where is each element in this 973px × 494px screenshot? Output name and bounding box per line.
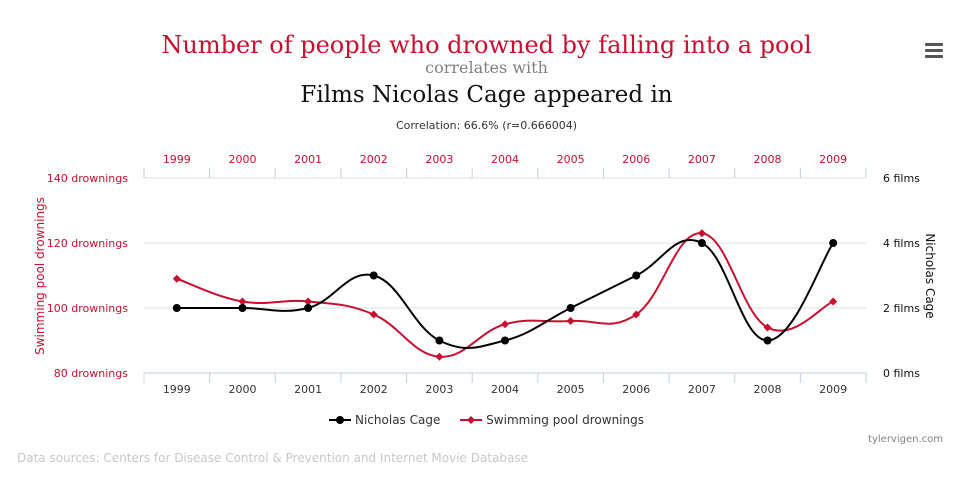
data-point-nicholas-cage: [172, 304, 181, 312]
legend-label-swimming-pool-drownings: Swimming pool drownings: [486, 413, 644, 427]
x-tick-label: 2001: [294, 383, 322, 396]
x-tick-label-top: 2005: [557, 153, 585, 166]
data-point-nicholas-cage: [697, 239, 706, 247]
x-tick-label: 2007: [688, 383, 716, 396]
x-tick-label: 1999: [163, 383, 191, 396]
x-tick-label-top: 2002: [360, 153, 388, 166]
y-tick-label-right: 4 films: [883, 237, 920, 250]
legend-label-nicholas-cage: Nicholas Cage: [355, 413, 441, 427]
y-axis-left-label: Swimming pool drownings: [33, 197, 47, 355]
data-point-swimming-pool-drownings: [566, 317, 575, 325]
x-tick-label: 2000: [228, 383, 256, 396]
y-axis-right: 0 films 2 films 4 films 6 films: [883, 172, 920, 380]
x-tick-label: 2004: [491, 383, 519, 396]
chart-title-secondary: Films Nicolas Cage appeared in: [300, 82, 673, 108]
data-point-nicholas-cage: [435, 336, 444, 345]
data-point-nicholas-cage: [632, 271, 641, 280]
x-tick-label-top: 2007: [688, 153, 716, 166]
x-tick-label-top: 2009: [819, 153, 847, 166]
data-sources-text: Data sources: Centers for Disease Contro…: [17, 451, 528, 465]
x-tick-label: 2008: [754, 383, 782, 396]
hamburger-menu-icon[interactable]: [922, 40, 946, 62]
data-point-swimming-pool-drownings: [369, 310, 378, 319]
x-tick-label-top: 1999: [163, 153, 191, 166]
y-tick-label-right: 0 films: [883, 367, 920, 380]
x-tick-label: 2006: [622, 383, 650, 396]
y-tick-label-left: 80 drownings: [54, 367, 128, 380]
x-tick-label: 2003: [425, 383, 453, 396]
data-point-swimming-pool-drownings: [172, 274, 181, 283]
legend: Nicholas Cage Swimming pool drownings: [0, 413, 973, 428]
grid-lines: [144, 177, 866, 374]
data-point-nicholas-cage: [501, 336, 509, 345]
data-point-swimming-pool-drownings: [829, 297, 838, 306]
y-axis-right-label: Nicholas Cage: [923, 233, 937, 318]
x-tick-label-top: 2001: [294, 153, 322, 166]
correlation-text: Correlation: 66.6% (r=0.666004): [395, 119, 578, 132]
y-tick-label-right: 2 films: [883, 302, 920, 315]
data-point-nicholas-cage: [304, 304, 313, 312]
data-point-nicholas-cage: [829, 239, 838, 247]
x-tick-label-top: 2003: [425, 153, 453, 166]
data-point-swimming-pool-drownings: [697, 229, 706, 238]
x-tick-label: 2009: [819, 383, 847, 396]
series-group: [172, 229, 838, 361]
chart-title: Number of people who drowned by falling …: [161, 31, 812, 59]
legend-item-nicholas-cage[interactable]: Nicholas Cage: [329, 413, 440, 427]
data-point-swimming-pool-drownings: [763, 323, 772, 332]
data-point-swimming-pool-drownings: [632, 310, 641, 319]
data-point-nicholas-cage: [369, 271, 378, 280]
data-point-swimming-pool-drownings: [304, 297, 313, 306]
x-tick-label-top: 2006: [622, 153, 650, 166]
x-tick-label-top: 2004: [491, 153, 519, 166]
data-point-swimming-pool-drownings: [238, 297, 247, 306]
data-point-swimming-pool-drownings: [435, 352, 444, 361]
series-line-nicholas-cage: [176, 239, 835, 349]
line-chart: 1999 2000 2001 2002 2003 2004 2005 2006 2007 2008…: [33, 153, 937, 396]
legend-item-swimming-pool-drownings[interactable]: Swimming pool drownings: [460, 413, 644, 427]
x-tick-label: 2002: [360, 383, 388, 396]
y-tick-label-left: 100 drownings: [47, 302, 128, 315]
y-tick-label-right: 6 films: [883, 172, 920, 185]
credits-link[interactable]: tylervigen.com: [868, 434, 943, 445]
legend-marker-diamond-icon: [460, 416, 483, 424]
x-tick-label-top: 2000: [228, 153, 256, 166]
data-point-nicholas-cage: [566, 304, 575, 312]
x-tick-label-top: 2008: [754, 153, 782, 166]
x-axis-bottom: 1999 2000 2001 2002 2003 2004 2005 2006 2007 2008…: [143, 373, 867, 396]
data-point-nicholas-cage: [763, 336, 772, 345]
y-tick-label-left: 140 drownings: [47, 172, 128, 185]
x-axis-top: 1999 2000 2001 2002 2003 2004 2005 2006 2007 2008…: [143, 153, 867, 178]
x-tick-label: 2005: [557, 383, 585, 396]
chart-title-connector: correlates with: [425, 58, 548, 77]
series-line-swimming-pool-drownings: [176, 232, 834, 358]
legend-marker-circle-icon: [329, 416, 351, 424]
y-tick-label-left: 120 drownings: [47, 237, 128, 250]
data-point-nicholas-cage: [238, 304, 247, 312]
y-axis-left: 80 drownings 100 drownings 120 drownings 14…: [47, 172, 128, 380]
data-point-swimming-pool-drownings: [501, 320, 509, 329]
